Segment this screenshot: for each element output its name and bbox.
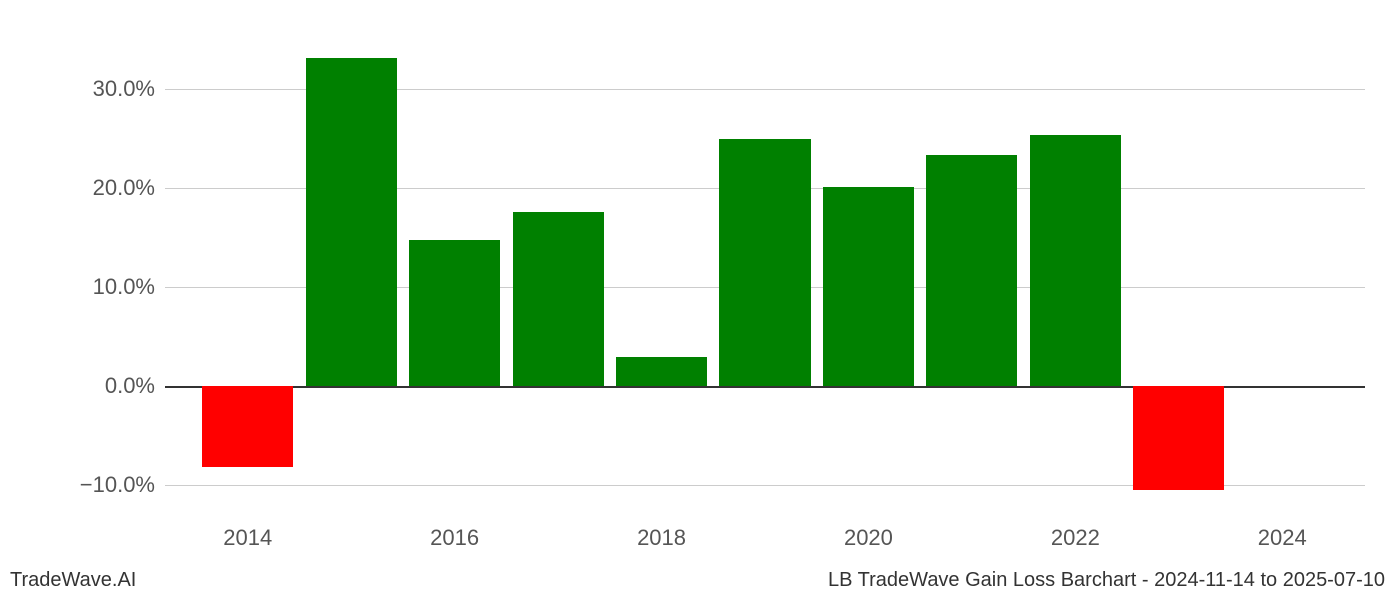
- x-tick-label: 2020: [844, 525, 893, 551]
- x-tick-label: 2016: [430, 525, 479, 551]
- x-tick-label: 2022: [1051, 525, 1100, 551]
- bar: [1030, 135, 1121, 386]
- bar: [409, 240, 500, 386]
- footer-left-label: TradeWave.AI: [10, 569, 136, 592]
- x-tick-label: 2014: [223, 525, 272, 551]
- chart-container: −10.0%0.0%10.0%20.0%30.0%201420162018202…: [165, 40, 1365, 540]
- x-tick-label: 2018: [637, 525, 686, 551]
- y-tick-label: 10.0%: [15, 274, 155, 300]
- bar: [1133, 386, 1224, 490]
- y-tick-label: −10.0%: [15, 472, 155, 498]
- y-tick-label: 20.0%: [15, 175, 155, 201]
- bar: [823, 187, 914, 386]
- y-tick-label: 30.0%: [15, 76, 155, 102]
- bar: [926, 155, 1017, 387]
- bar: [513, 212, 604, 386]
- bar: [719, 139, 810, 386]
- bar: [202, 386, 293, 467]
- x-tick-label: 2024: [1258, 525, 1307, 551]
- footer-right-label: LB TradeWave Gain Loss Barchart - 2024-1…: [828, 569, 1385, 592]
- bar: [616, 357, 707, 387]
- bar: [306, 58, 397, 387]
- y-tick-label: 0.0%: [15, 373, 155, 399]
- plot-area: −10.0%0.0%10.0%20.0%30.0%201420162018202…: [165, 40, 1365, 515]
